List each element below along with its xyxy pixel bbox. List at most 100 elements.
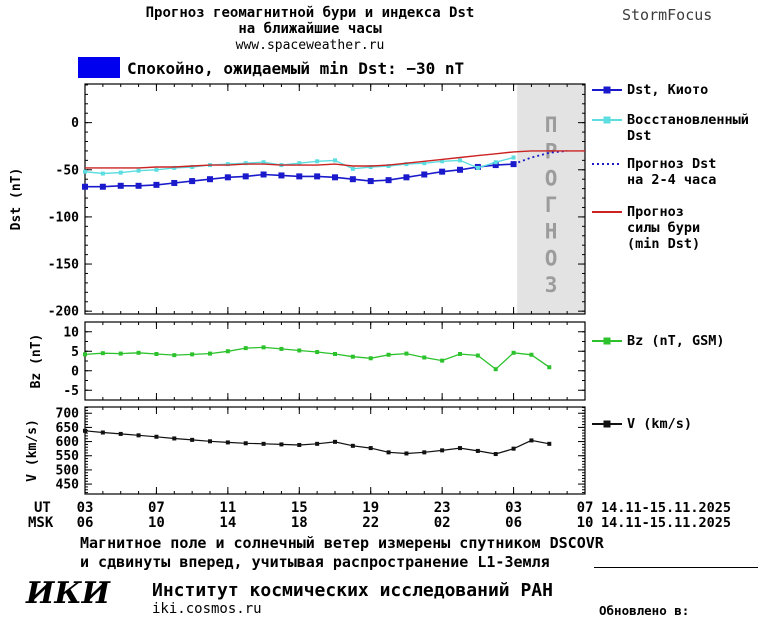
x-tick-msk: 06 [77, 515, 94, 531]
marker-solar-wind-speed [243, 441, 248, 446]
legend-label: Dst, Киото [627, 82, 709, 98]
marker-bz-gsm [368, 356, 373, 361]
marker-solar-wind-speed [297, 442, 302, 447]
marker-solar-wind-speed [83, 428, 87, 433]
marker-bz-gsm [315, 350, 320, 355]
marker-solar-wind-speed [493, 452, 498, 457]
marker-dst-kyoto [296, 173, 303, 180]
marker-solar-wind-speed [279, 442, 284, 447]
marker-bz-gsm [422, 355, 427, 360]
marker-reconstructed-dst [100, 171, 105, 176]
dst-legend: Dst, Киото Восстановленный Dst Прогноз Dst н… [592, 82, 760, 252]
x-tick-ut: 07 [577, 500, 594, 516]
y-tick-label: -50 [56, 163, 80, 178]
marker-dst-kyoto [457, 166, 463, 173]
y-tick-label: 700 [56, 407, 80, 422]
institute-name: Институт космических исследований РАН [152, 580, 553, 601]
marker-reconstructed-dst [243, 161, 248, 166]
legend-entry: Bz (nT, GSM) [592, 333, 725, 349]
marker-bz-gsm [440, 358, 445, 363]
marker-bz-gsm [225, 349, 230, 354]
legend-entry: Прогноз силы бури (min Dst) [592, 204, 760, 252]
iki-logo: ИКИ [26, 576, 110, 611]
x-tick-ut: 03 [77, 500, 94, 516]
marker-reconstructed-dst [297, 161, 302, 166]
marker-dst-kyoto [278, 172, 285, 179]
line-marker-icon [592, 420, 622, 428]
marker-solar-wind-speed [100, 430, 105, 435]
marker-bz-gsm [190, 352, 195, 357]
y-tick-label: 450 [56, 478, 80, 493]
x-tick-ut: 07 [148, 500, 165, 516]
marker-dst-kyoto [153, 181, 160, 188]
marker-bz-gsm [333, 351, 337, 356]
bz-y-axis-label: Bz (nT) [29, 334, 44, 389]
legend-label: V (km/s) [627, 416, 693, 432]
marker-bz-gsm [279, 346, 284, 351]
dst-y-axis-label: Dst (nT) [9, 168, 24, 231]
marker-bz-gsm [100, 351, 105, 356]
marker-bz-gsm [547, 365, 552, 370]
x-tick-msk: 14 [219, 515, 236, 531]
legend-entry: Dst, Киото [592, 82, 760, 98]
marker-solar-wind-speed [386, 450, 391, 455]
legend-entry: Восстановленный Dst [592, 112, 760, 144]
y-tick-label: -150 [48, 258, 79, 273]
chart-title-line1: Прогноз геомагнитной бури и индекса Dst [145, 5, 475, 21]
marker-dst-kyoto [260, 171, 267, 178]
marker-solar-wind-speed [315, 441, 320, 446]
y-tick-label: 650 [56, 421, 80, 436]
dotted-line-marker-icon [592, 163, 622, 165]
marker-dst-kyoto [189, 178, 196, 185]
marker-solar-wind-speed [404, 451, 409, 456]
updated-block: Обновлено в: UT 03:05, 15.11.2025 MSK 06… [599, 571, 757, 620]
marker-dst-kyoto [492, 162, 499, 169]
marker-reconstructed-dst [154, 167, 159, 172]
site-link[interactable]: www.spaceweather.ru [235, 38, 385, 53]
storm-status-label: Спокойно, ожидаемый min Dst: −30 nT [127, 59, 465, 78]
marker-bz-gsm [511, 350, 516, 355]
x-tick-msk: 02 [434, 515, 451, 531]
institute-url[interactable]: iki.cosmos.ru [152, 601, 262, 617]
msk-axis-prefix: MSK [28, 515, 54, 531]
marker-solar-wind-speed [333, 439, 337, 444]
forecast-region-label: Н [545, 220, 558, 244]
marker-solar-wind-speed [368, 446, 373, 451]
marker-dst-kyoto [439, 168, 446, 175]
marker-dst-kyoto [314, 173, 321, 180]
marker-reconstructed-dst [315, 159, 320, 164]
legend-label: Восстановленный Dst [627, 112, 749, 144]
chart-title-line2: на ближайшие часы [238, 21, 382, 37]
x-tick-ut: 23 [434, 500, 451, 516]
x-tick-ut: 19 [362, 500, 379, 516]
marker-bz-gsm [154, 351, 159, 356]
x-tick-msk: 10 [577, 515, 594, 531]
forecast-region-label: О [545, 246, 558, 270]
marker-dst-kyoto [421, 171, 428, 178]
x-tick-msk: 06 [505, 515, 522, 531]
chart-title: Прогноз геомагнитной бури и индекса Dst … [80, 5, 540, 54]
marker-solar-wind-speed [208, 439, 212, 444]
marker-reconstructed-dst [440, 159, 445, 164]
data-source-note-line1: Магнитное поле и солнечный ветер измерен… [80, 534, 604, 552]
marker-reconstructed-dst [190, 164, 195, 169]
marker-bz-gsm [243, 346, 248, 351]
marker-solar-wind-speed [350, 443, 355, 448]
marker-bz-gsm [172, 353, 177, 358]
updated-divider [594, 567, 758, 568]
marker-dst-kyoto [171, 179, 178, 186]
marker-solar-wind-speed [458, 446, 462, 451]
marker-dst-kyoto [82, 183, 88, 190]
y-tick-label: 10 [63, 325, 79, 340]
msk-date-range: 14.11-15.11.2025 [601, 515, 731, 531]
marker-reconstructed-dst [118, 170, 123, 175]
forecast-region-label: П [545, 113, 558, 137]
marker-dst-kyoto [403, 174, 410, 181]
data-source-note: Магнитное поле и солнечный ветер измерен… [80, 534, 604, 572]
legend-label: Прогноз Dst на 2-4 часа [627, 156, 717, 188]
marker-reconstructed-dst [136, 168, 141, 173]
line-marker-icon [592, 86, 622, 94]
y-tick-label: 0 [71, 364, 79, 379]
y-tick-label: -200 [48, 305, 79, 320]
marker-bz-gsm [493, 367, 498, 372]
